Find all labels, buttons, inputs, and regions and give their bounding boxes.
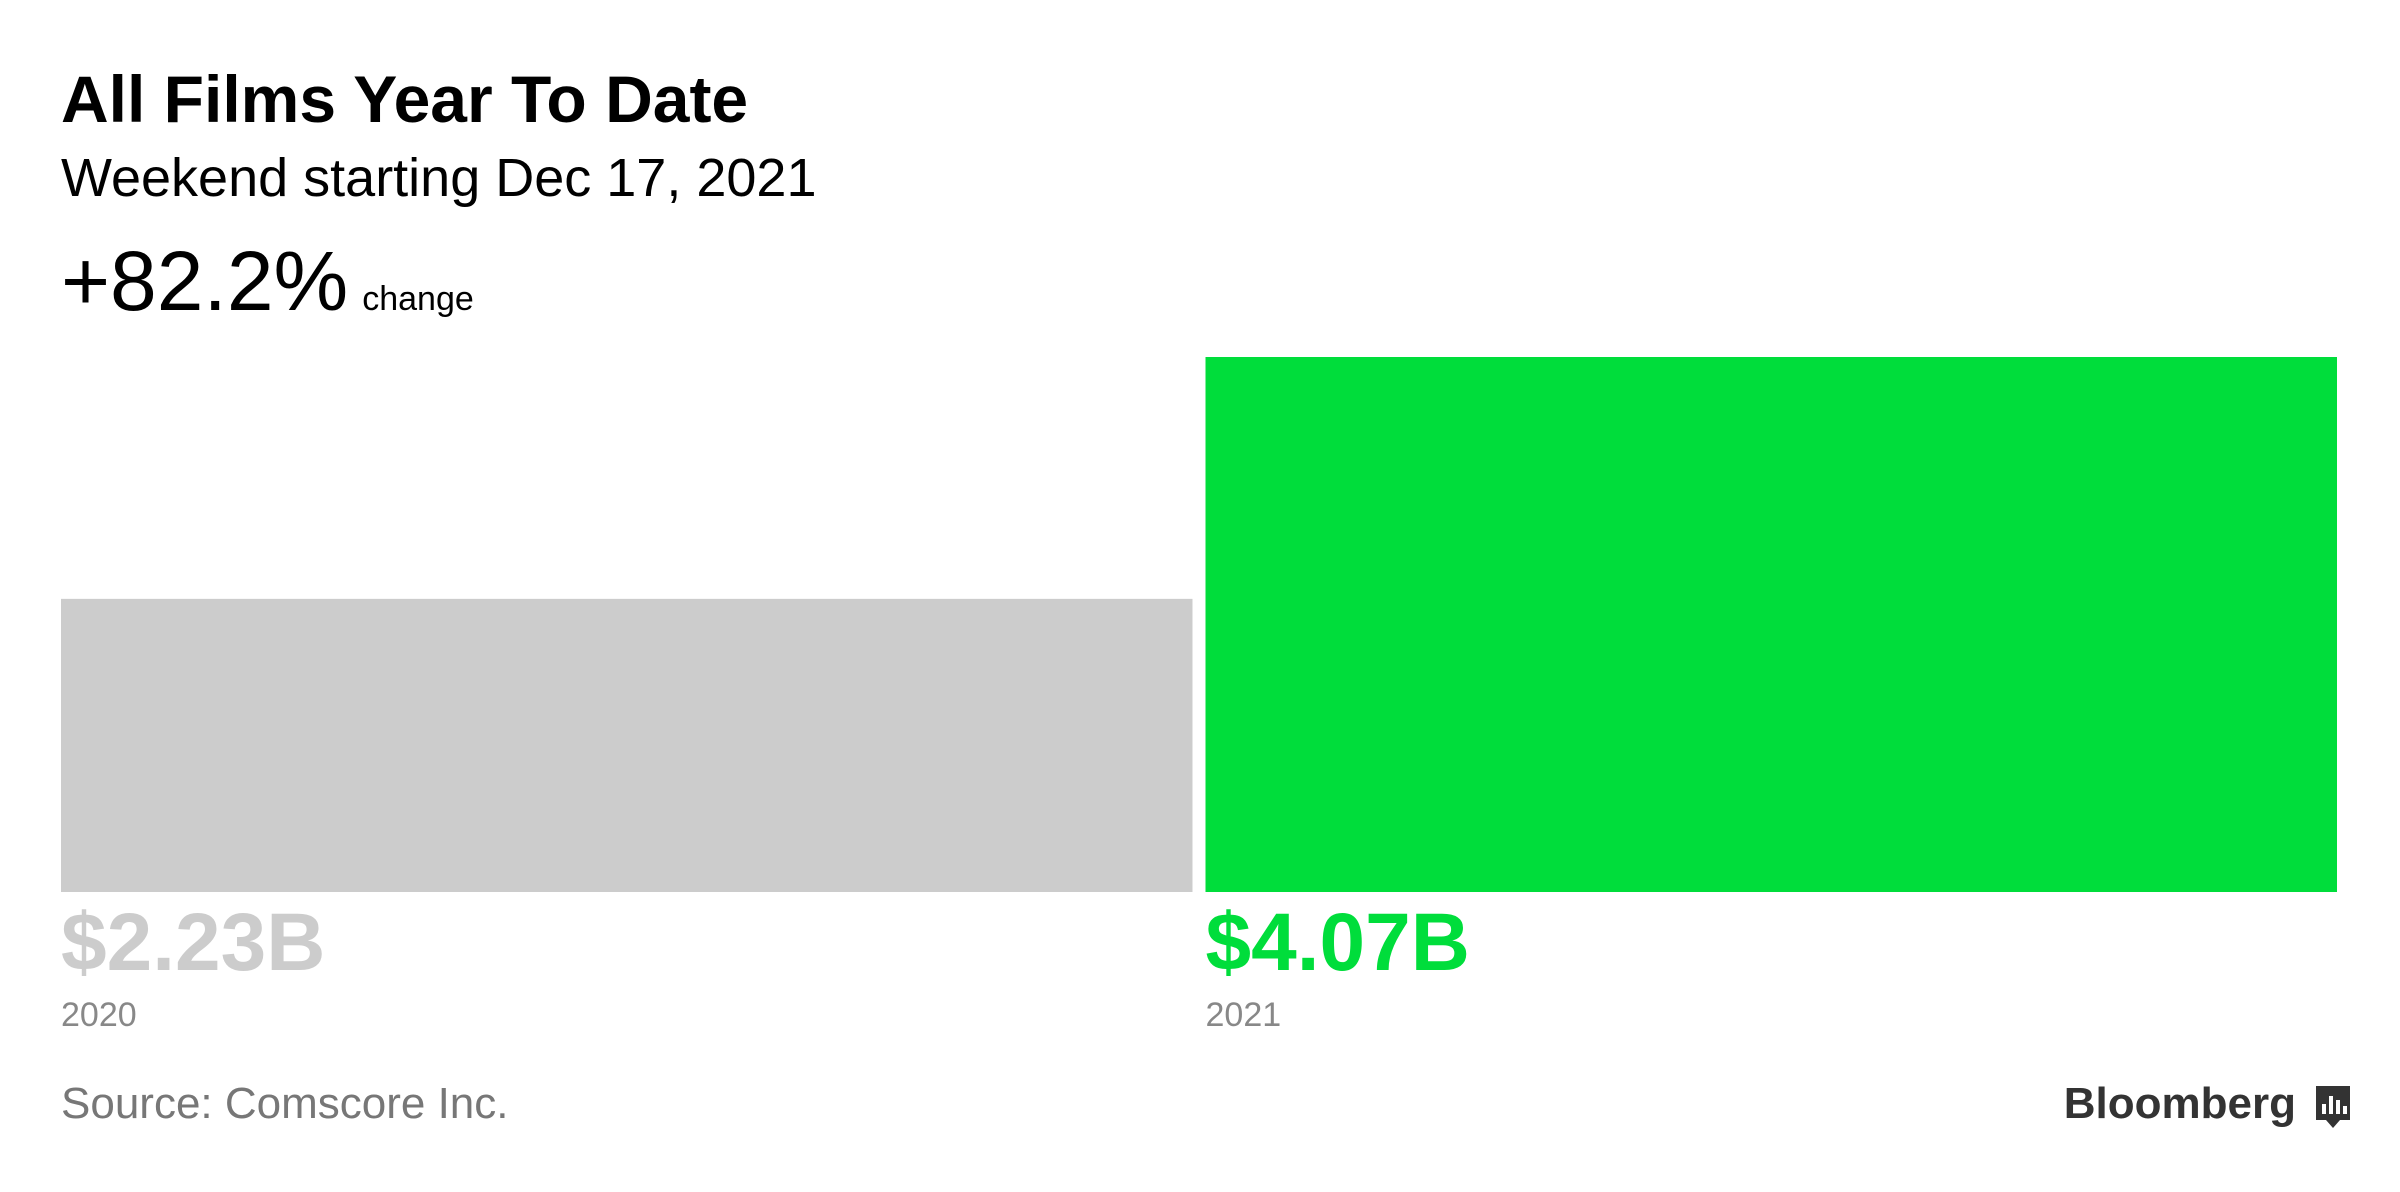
brand: Bloomberg bbox=[2064, 1079, 2296, 1128]
change-value: +82.2% bbox=[61, 234, 348, 328]
category-label: 2020 bbox=[61, 996, 137, 1034]
chart-subtitle: Weekend starting Dec 17, 2021 bbox=[61, 148, 816, 208]
change-annotation: +82.2% change bbox=[61, 234, 474, 328]
brand-icon bbox=[2316, 1086, 2350, 1128]
chart-title: All Films Year To Date bbox=[61, 62, 748, 136]
category-label: 2021 bbox=[1206, 996, 1282, 1034]
change-label: change bbox=[362, 280, 474, 318]
bar bbox=[61, 598, 1193, 892]
value-label: $4.07B bbox=[1206, 897, 1470, 988]
value-label: $2.23B bbox=[61, 897, 325, 988]
source: Source: Comscore Inc. bbox=[61, 1079, 509, 1128]
bar bbox=[1205, 357, 2337, 892]
